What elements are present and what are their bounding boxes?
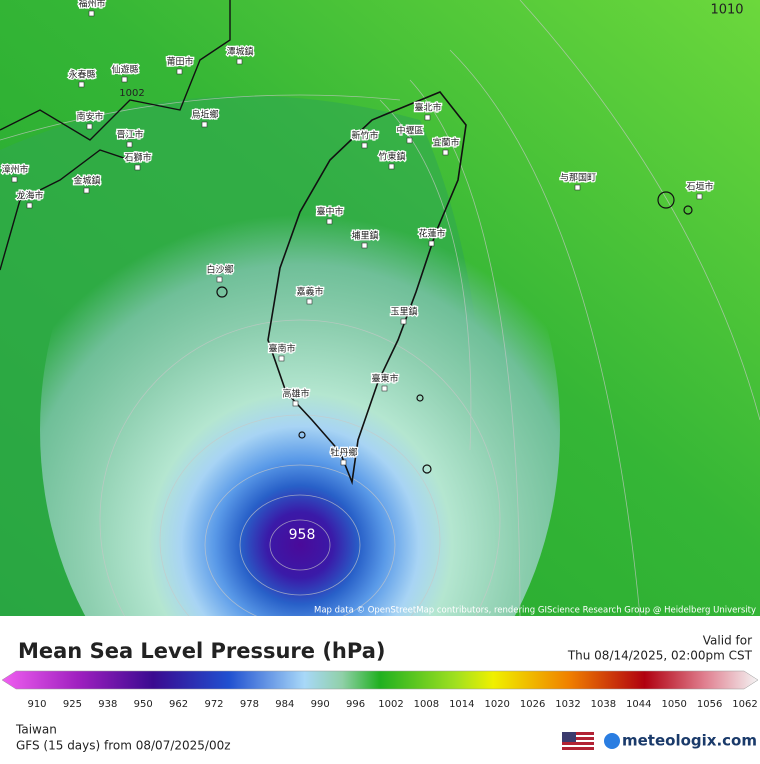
city-label: 莆田市 — [166, 56, 193, 68]
logo[interactable]: meteologix.com — [622, 732, 757, 750]
city-label: 宜蘭市 — [432, 137, 459, 149]
city-label: 龙海市 — [16, 190, 43, 202]
city-marker — [400, 318, 407, 325]
city-label: 竹東鎮 — [378, 151, 405, 163]
city-marker — [361, 242, 368, 249]
city-label: 潭城鎮 — [226, 46, 253, 58]
city-label: 中壢區 — [396, 125, 423, 137]
city-marker — [121, 76, 128, 83]
scale-label: 1020 — [484, 699, 509, 710]
scale-label: 938 — [98, 699, 117, 710]
city-label: 花蓮市 — [418, 228, 445, 240]
contour-label: 1010 — [710, 3, 743, 18]
scale-label: 996 — [346, 699, 365, 710]
city-marker — [78, 81, 85, 88]
valid-label: Valid for — [703, 634, 752, 648]
city-marker — [381, 385, 388, 392]
city-label: 永春縣 — [68, 69, 95, 81]
scale-label: 972 — [204, 699, 223, 710]
city-marker — [424, 114, 431, 121]
scale-label: 1002 — [378, 699, 403, 710]
scale-label: 1038 — [591, 699, 616, 710]
city-marker — [340, 459, 347, 466]
scale-label: 990 — [311, 699, 330, 710]
scale-label: 950 — [134, 699, 153, 710]
scale-label: 1056 — [697, 699, 722, 710]
city-marker — [88, 10, 95, 17]
islands — [216, 191, 693, 474]
city-marker — [83, 187, 90, 194]
city-marker — [216, 276, 223, 283]
attribution: Map data © OpenStreetMap contributors, r… — [314, 606, 756, 616]
city-marker — [236, 58, 243, 65]
city-label: 牡丹鄉 — [330, 447, 357, 459]
contour-label: 1002 — [119, 88, 144, 99]
city-marker — [278, 355, 285, 362]
scale-label: 1026 — [520, 699, 545, 710]
city-marker — [442, 149, 449, 156]
city-label: 臺中市 — [316, 206, 343, 218]
legend-title: Mean Sea Level Pressure (hPa) — [18, 639, 385, 663]
city-label: 臺南市 — [268, 343, 295, 355]
city-marker — [696, 193, 703, 200]
city-marker — [134, 164, 141, 171]
cyclone — [40, 100, 560, 760]
city-label: 仙遊縣 — [111, 64, 138, 76]
logo-icon — [604, 733, 620, 749]
city-label: 与那国町 — [560, 173, 596, 184]
scale-label: 910 — [27, 699, 46, 710]
city-marker — [406, 137, 413, 144]
scale-label: 984 — [275, 699, 294, 710]
city-marker — [176, 68, 183, 75]
city-marker — [201, 121, 208, 128]
city-label: 玉里鎮 — [390, 306, 417, 318]
scale-label: 978 — [240, 699, 259, 710]
city-label: 石獅市 — [124, 152, 151, 164]
flag — [562, 732, 594, 750]
region: Taiwan — [15, 723, 57, 737]
city-marker — [11, 176, 18, 183]
city-label: 石垣市 — [686, 181, 713, 193]
city-marker — [306, 298, 313, 305]
city-label: 高雄市 — [282, 388, 309, 400]
city-label: 漳州市 — [1, 164, 28, 176]
city-label: 新竹市 — [351, 130, 378, 142]
city-marker — [388, 163, 395, 170]
contour-label: 958 — [289, 527, 316, 543]
city-label: 晋江市 — [116, 129, 143, 141]
china-coast — [0, 0, 231, 271]
city-label: 臺東市 — [371, 373, 398, 385]
valid-time: Thu 08/14/2025, 02:00pm CST — [567, 649, 753, 663]
city-label: 嘉義市 — [296, 286, 323, 298]
scale-label: 962 — [169, 699, 188, 710]
city-label: 白沙鄉 — [206, 264, 233, 276]
city-label: 埔里鎮 — [351, 230, 378, 242]
city-marker — [361, 142, 368, 149]
model-info: GFS (15 days) from 08/07/2025/00z — [16, 739, 231, 753]
scale-label: 1014 — [449, 699, 474, 710]
city-marker — [26, 202, 33, 209]
city-label: 烏坵鄉 — [191, 109, 218, 121]
city-marker — [292, 400, 299, 407]
city-marker — [428, 240, 435, 247]
colorbar — [1, 670, 759, 690]
scale-label: 1008 — [414, 699, 439, 710]
taiwan-coast — [267, 91, 467, 486]
city-marker — [126, 141, 133, 148]
city-label: 金城鎮 — [73, 175, 100, 187]
scale-label: 1050 — [661, 699, 686, 710]
scale-label: 1044 — [626, 699, 651, 710]
scale-label: 1032 — [555, 699, 580, 710]
scale-label: 1062 — [732, 699, 757, 710]
city-label: 臺北市 — [414, 102, 441, 114]
city-label: 福州市 — [78, 0, 105, 10]
city-label: 南安市 — [76, 111, 103, 123]
scale-label: 925 — [63, 699, 82, 710]
city-marker — [574, 184, 581, 191]
city-marker — [86, 123, 93, 130]
city-marker — [326, 218, 333, 225]
